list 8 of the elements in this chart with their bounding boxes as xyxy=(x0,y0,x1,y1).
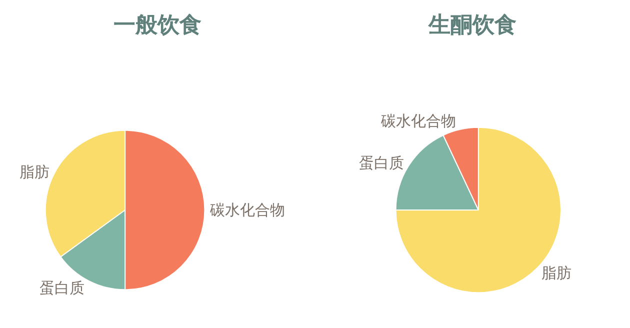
slice-label: 碳水化合物 xyxy=(380,112,456,130)
chart-title: 一般饮食 xyxy=(114,12,202,38)
slice-label: 蛋白质 xyxy=(39,279,84,298)
chart-title: 生酮饮食 xyxy=(428,12,516,38)
slice-label: 碳水化合物 xyxy=(209,201,286,219)
slice-label: 蛋白质 xyxy=(359,154,404,172)
slice-label: 脂肪 xyxy=(20,162,50,181)
slice-label: 脂肪 xyxy=(541,264,572,282)
